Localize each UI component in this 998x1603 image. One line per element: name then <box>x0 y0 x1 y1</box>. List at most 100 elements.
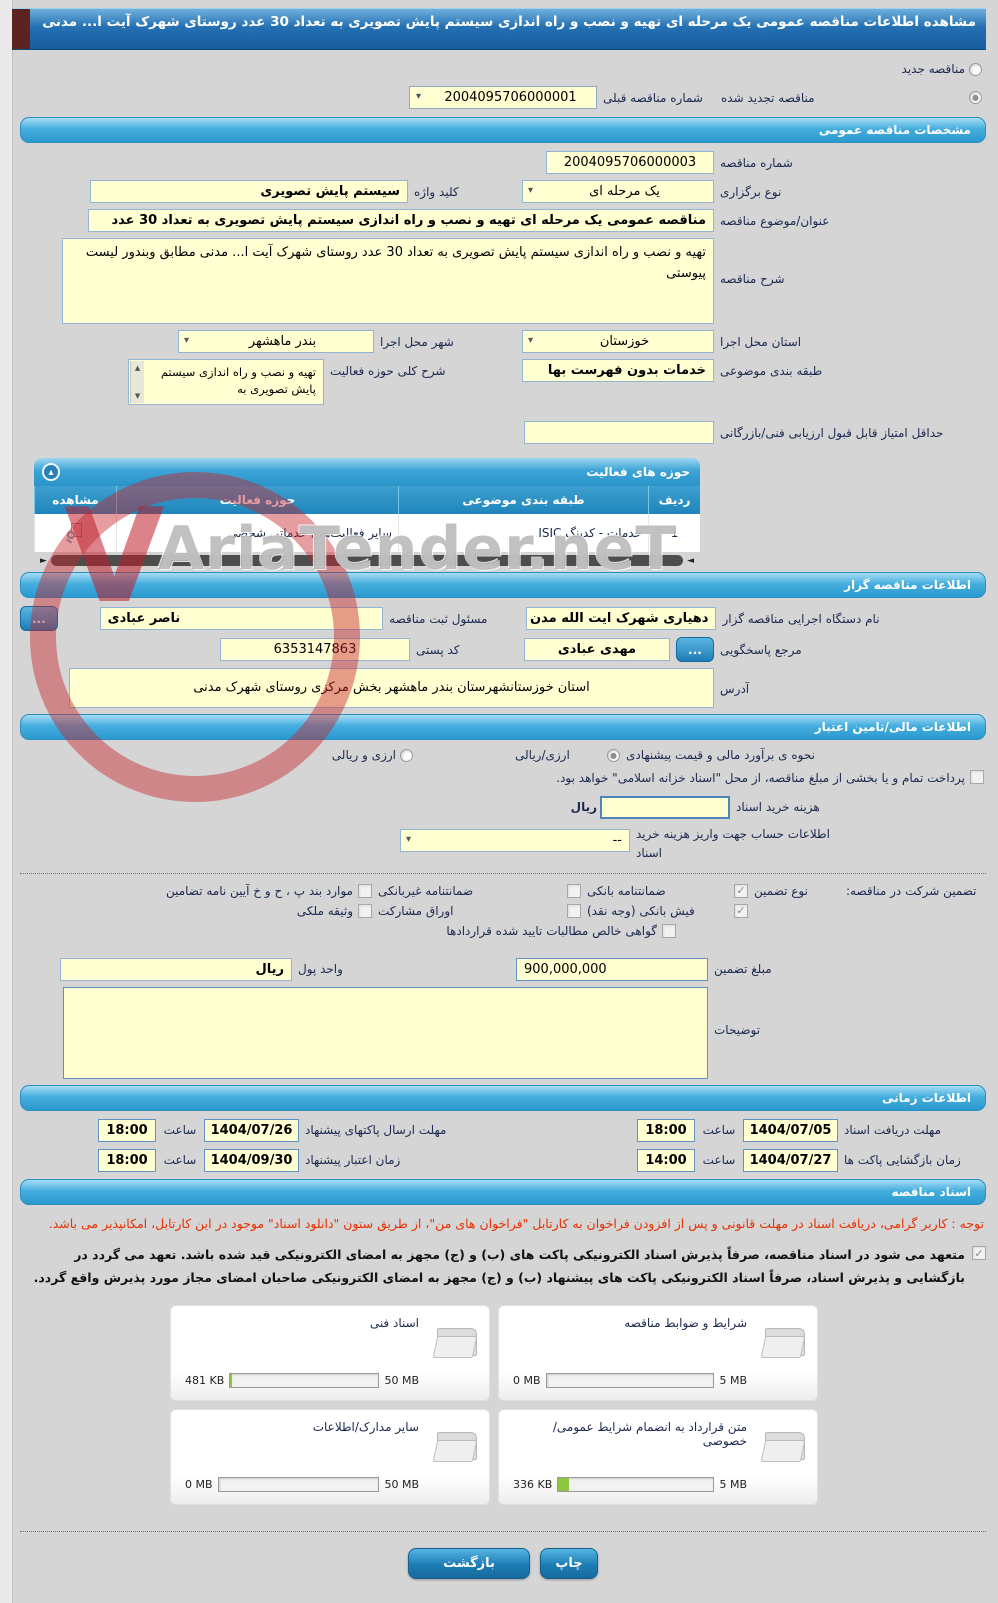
tender-description-textarea[interactable]: تهیه و نصب و راه اندازی سیستم پایش تصویر… <box>62 238 714 324</box>
province-select[interactable]: خوزستان ▾ <box>522 330 714 353</box>
packet-opening-date[interactable]: 1404/07/27 <box>743 1148 838 1172</box>
city-select[interactable]: بندر ماهشهر ▾ <box>178 330 374 353</box>
responder-browse-button[interactable]: ... <box>676 637 714 662</box>
treasury-checkbox[interactable] <box>970 770 984 784</box>
scroll-right-icon[interactable]: ► <box>40 555 47 566</box>
packet-send-deadline-time[interactable]: 18:00 <box>98 1118 156 1142</box>
guarantee-amount-field[interactable]: 900,000,000 <box>516 957 708 981</box>
radio-currency-rial[interactable]: ● <box>607 748 620 762</box>
city-label: شهر محل اجرا <box>380 334 454 349</box>
responder-field[interactable]: مهدی عبادی <box>524 638 670 661</box>
table-horizontal-scrollbar[interactable]: ◄ ► <box>34 555 700 566</box>
checkbox-net-claims[interactable] <box>662 923 676 938</box>
radio-renewed-tender[interactable]: ● <box>969 91 982 104</box>
packet-send-deadline-label: مهلت ارسال پاکتهای پیشنهاد <box>305 1123 447 1138</box>
section-specs-header: مشخصات مناقصه عمومی <box>20 117 986 143</box>
packet-send-deadline-date[interactable]: 1404/07/26 <box>204 1118 299 1142</box>
currency-field[interactable]: ریال <box>60 957 292 981</box>
checkbox-nonbank-guarantee[interactable] <box>567 883 581 898</box>
file-progress-bar <box>229 1373 380 1389</box>
tender-number-field[interactable]: 2004095706000003 <box>546 151 714 174</box>
scroll-down-icon[interactable]: ▼ <box>134 391 141 400</box>
radio-currency-and-rial[interactable] <box>400 748 413 762</box>
file-progress-fill <box>558 1478 570 1492</box>
doc-cost-field[interactable] <box>600 795 730 819</box>
back-button[interactable]: بازگشت <box>408 1548 530 1580</box>
estimate-method-label: نحوه ی برآورد مالی و قیمت پیشنهادی <box>626 748 815 762</box>
doc-receipt-deadline-date[interactable]: 1404/07/05 <box>743 1118 838 1142</box>
section-specs-title: مشخصات مناقصه عمومی <box>818 123 971 137</box>
account-select[interactable]: -- ▾ <box>400 828 630 852</box>
address-field[interactable]: استان خوزستانشهرستان بندر ماهشهر بخش مرک… <box>69 668 714 708</box>
doc-receipt-deadline-time[interactable]: 18:00 <box>637 1118 695 1142</box>
radio-currency-rial-label: ارزی/ریالی <box>515 748 570 762</box>
doc-cost-unit: ریال <box>570 800 597 815</box>
scroll-left-icon[interactable]: ◄ <box>687 555 694 566</box>
section-financial-body: نحوه ی برآورد مالی و قیمت پیشنهادی ● ارز… <box>20 748 986 863</box>
registrar-field[interactable]: ناصر عبادی <box>99 607 384 630</box>
titlebar-corner-decoration <box>12 9 30 49</box>
radio-currency-and-rial-label: ارزی و ریالی <box>331 748 396 762</box>
proposal-validity-date[interactable]: 1404/09/30 <box>204 1148 299 1172</box>
scrollbar-thumb[interactable] <box>50 555 684 566</box>
checkbox-property-collateral[interactable] <box>358 903 372 918</box>
file-size: 481 KB <box>185 1374 225 1388</box>
checkbox-nonbank-guarantee-label: ضمانتنامه غیربانکی <box>378 883 474 898</box>
hour-label: ساعت <box>163 1123 197 1138</box>
packet-opening-time[interactable]: 14:00 <box>637 1148 695 1172</box>
chevron-down-icon: ▾ <box>184 335 190 346</box>
keyword-field[interactable]: سیستم پایش تصویری <box>90 180 408 203</box>
commitment-checkbox[interactable]: ✓ <box>972 1246 986 1261</box>
keyword-label: کلید واژه <box>414 184 459 199</box>
file-max-size: 5 MB <box>719 1374 747 1388</box>
file-panel-other-docs[interactable]: سایر مدارک/اطلاعات 0 MB 50 MB <box>170 1409 490 1506</box>
guarantee-amount-label: مبلغ تضمین <box>714 962 772 977</box>
scroll-up-icon[interactable]: ▲ <box>134 364 141 372</box>
notes-label: توضیحات <box>714 1022 761 1037</box>
file-panel-terms[interactable]: شرایط و ضوابط مناقصه 0 MB 5 MB <box>498 1305 818 1402</box>
packet-opening-time-label: زمان بازگشایی پاکت ها <box>844 1153 961 1168</box>
folder-icon <box>760 1432 806 1463</box>
section-tenderer-title: اطلاعات مناقصه گزار <box>844 578 971 592</box>
holding-type-label: نوع برگزاری <box>720 184 782 199</box>
min-score-field[interactable] <box>524 421 714 444</box>
textarea-scrollbar[interactable]: ▲ ▼ <box>130 361 144 403</box>
section-tenderer-body: نام دستگاه اجرایی مناقصه گزار دهیاری شهر… <box>20 606 986 708</box>
file-max-size: 50 MB <box>384 1478 419 1492</box>
radio-new-tender[interactable] <box>969 62 982 76</box>
file-size: 0 MB <box>185 1478 213 1492</box>
collapse-panel-icon[interactable]: ▴ <box>42 463 60 481</box>
magnifier-icon <box>66 531 75 539</box>
file-progress-bar <box>217 1477 380 1493</box>
min-score-label: حداقل امتیاز قابل قبول ارزیابی فنی/بازرگ… <box>720 425 944 440</box>
checkbox-bank-guarantee[interactable]: ✓ <box>734 883 748 898</box>
registrar-browse-button[interactable]: ... <box>20 606 58 631</box>
tender-subject-field[interactable]: مناقصه عمومی یک مرحله ای تهیه و نصب و را… <box>88 209 714 232</box>
guarantee-block: تضمین شرکت در مناقصه: نوع تضمین ✓ ضمانتن… <box>20 883 986 1079</box>
checkbox-mark: ✓ <box>736 904 746 918</box>
notes-textarea[interactable] <box>63 986 708 1079</box>
radio-renewed-tender-label: مناقصه تجدید شده <box>721 90 815 105</box>
checkbox-participation-bonds[interactable] <box>567 903 581 918</box>
subject-classification-field[interactable]: خدمات بدون فهرست بها <box>522 359 714 382</box>
documents-notice: توجه : کاربر گرامی، دریافت اسناد در مهلت… <box>48 1215 984 1231</box>
file-panel-contract[interactable]: متن قرارداد به انضمام شرایط عمومی/خصوصی … <box>498 1409 818 1506</box>
postal-code-field[interactable]: 6353147863 <box>220 638 410 661</box>
prev-tender-number-select[interactable]: 2004095706000001 ▾ <box>409 86 597 109</box>
file-size: 0 MB <box>513 1374 541 1388</box>
activity-summary-textarea[interactable]: تهیه و نصب و راه اندازی سیستم پایش تصویر… <box>128 359 324 405</box>
agency-field[interactable]: دهیاری شهرک ایت الله مدن <box>526 607 717 630</box>
proposal-validity-time[interactable]: 18:00 <box>98 1148 156 1172</box>
activity-areas-title: حوزه های فعالیت <box>586 465 690 479</box>
view-row-icon[interactable] <box>65 523 86 544</box>
section-tenderer-header: اطلاعات مناقصه گزار <box>20 572 986 598</box>
folder-icon <box>432 1432 478 1463</box>
file-panel-technical[interactable]: اسناد فنی 481 KB 50 MB <box>170 1305 490 1402</box>
holding-type-select[interactable]: یک مرحله ای ▾ <box>522 180 714 203</box>
page-left-edge <box>0 0 13 1603</box>
checkbox-bylaw-items[interactable] <box>358 883 372 898</box>
file-progress-bar <box>545 1373 715 1389</box>
print-button[interactable]: چاپ <box>540 1548 598 1580</box>
checkbox-bank-receipt[interactable]: ✓ <box>734 903 748 918</box>
